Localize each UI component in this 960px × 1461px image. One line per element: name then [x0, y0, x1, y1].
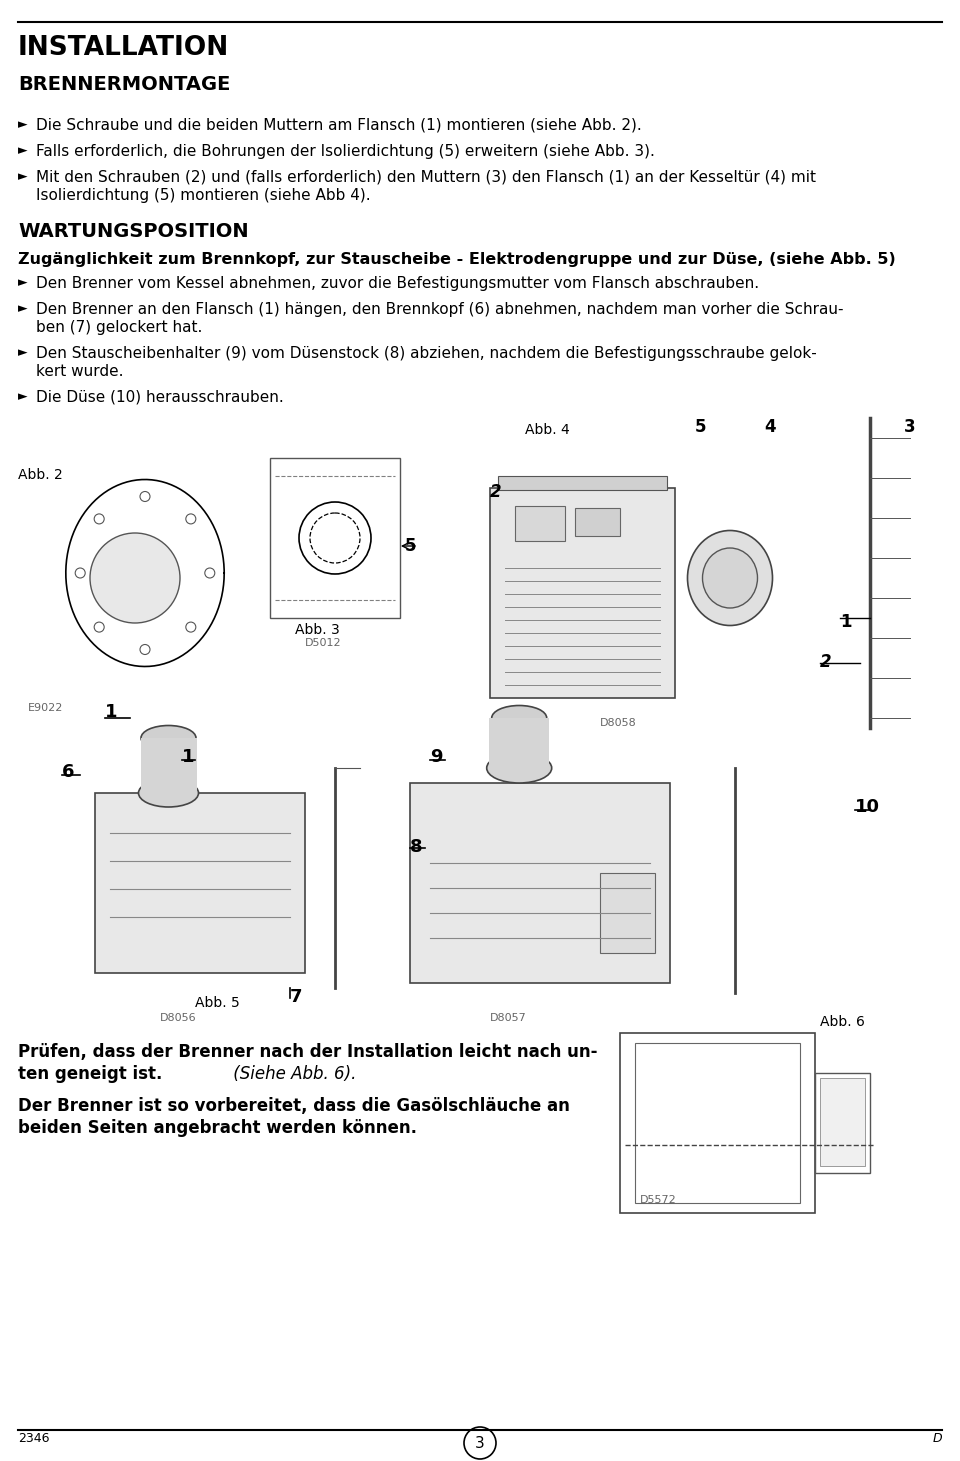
Bar: [600, 874, 655, 953]
Ellipse shape: [186, 514, 196, 524]
Text: Zugänglichkeit zum Brennkopf, zur Stauscheibe - Elektrodengruppe und zur Düse, (: Zugänglichkeit zum Brennkopf, zur Stausc…: [18, 251, 896, 267]
Ellipse shape: [141, 726, 196, 751]
Text: 4: 4: [764, 418, 776, 435]
Text: D8058: D8058: [600, 717, 636, 728]
Text: D5012: D5012: [305, 638, 342, 649]
Ellipse shape: [140, 491, 150, 501]
Text: D8056: D8056: [160, 1012, 197, 1023]
Bar: [620, 1033, 815, 1213]
Text: ►: ►: [18, 145, 28, 156]
Text: Den Brenner an den Flansch (1) hängen, den Brennkopf (6) abnehmen, nachdem man v: Den Brenner an den Flansch (1) hängen, d…: [36, 302, 844, 317]
Text: 2346: 2346: [18, 1432, 50, 1445]
Bar: [635, 1043, 800, 1202]
Text: 1: 1: [182, 748, 195, 766]
Text: ►: ►: [18, 118, 28, 131]
Text: ►: ►: [18, 346, 28, 359]
Bar: [490, 717, 549, 768]
Text: Den Stauscheibenhalter (9) vom Düsenstock (8) abziehen, nachdem die Befestigungs: Den Stauscheibenhalter (9) vom Düsenstoc…: [36, 346, 817, 361]
Text: beiden Seiten angebracht werden können.: beiden Seiten angebracht werden können.: [18, 1119, 417, 1137]
Text: Abb. 5: Abb. 5: [195, 996, 240, 1010]
Text: 1: 1: [840, 614, 852, 631]
Bar: [515, 506, 565, 541]
Ellipse shape: [299, 503, 371, 574]
Text: 1: 1: [105, 703, 117, 720]
Text: Mit den Schrauben (2) und (falls erforderlich) den Muttern (3) den Flansch (1) a: Mit den Schrauben (2) und (falls erforde…: [36, 169, 816, 186]
Ellipse shape: [703, 548, 757, 608]
Ellipse shape: [75, 568, 85, 579]
Text: 5: 5: [405, 538, 417, 555]
Bar: [270, 457, 400, 618]
Text: D5572: D5572: [640, 1195, 677, 1205]
Text: ten geneigt ist.: ten geneigt ist.: [18, 1065, 162, 1083]
Text: 2: 2: [490, 484, 502, 501]
Text: WARTUNGSPOSITION: WARTUNGSPOSITION: [18, 222, 249, 241]
Text: 6: 6: [62, 763, 75, 782]
Text: E9022: E9022: [28, 703, 63, 713]
Bar: [95, 793, 305, 973]
Text: Abb. 4: Abb. 4: [525, 424, 569, 437]
Ellipse shape: [186, 622, 196, 633]
Text: 8: 8: [410, 839, 422, 856]
Text: ben (7) gelockert hat.: ben (7) gelockert hat.: [36, 320, 203, 335]
Text: 2: 2: [820, 653, 831, 671]
Bar: [140, 738, 197, 793]
Text: Der Brenner ist so vorbereitet, dass die Gasölschläuche an: Der Brenner ist so vorbereitet, dass die…: [18, 1097, 570, 1115]
Bar: [490, 488, 675, 698]
Text: ►: ►: [18, 390, 28, 403]
Text: Prüfen, dass der Brenner nach der Installation leicht nach un-: Prüfen, dass der Brenner nach der Instal…: [18, 1043, 597, 1061]
Circle shape: [464, 1427, 496, 1460]
Text: ►: ►: [18, 169, 28, 183]
Text: Die Düse (10) herausschrauben.: Die Düse (10) herausschrauben.: [36, 390, 284, 405]
Ellipse shape: [140, 644, 150, 655]
Text: 9: 9: [430, 748, 443, 766]
Text: 3: 3: [475, 1436, 485, 1451]
Ellipse shape: [138, 779, 199, 806]
Text: Isolierdichtung (5) montieren (siehe Abb 4).: Isolierdichtung (5) montieren (siehe Abb…: [36, 188, 371, 203]
Text: 10: 10: [855, 798, 880, 817]
Text: D: D: [932, 1432, 942, 1445]
Ellipse shape: [204, 568, 215, 579]
Bar: [498, 476, 667, 489]
Text: 5: 5: [694, 418, 706, 435]
Text: Den Brenner vom Kessel abnehmen, zuvor die Befestigungsmutter vom Flansch abschr: Den Brenner vom Kessel abnehmen, zuvor d…: [36, 276, 759, 291]
Text: Abb. 3: Abb. 3: [295, 622, 340, 637]
Ellipse shape: [90, 533, 180, 622]
Text: D8057: D8057: [490, 1012, 527, 1023]
Text: Die Schraube und die beiden Muttern am Flansch (1) montieren (siehe Abb. 2).: Die Schraube und die beiden Muttern am F…: [36, 118, 641, 133]
Ellipse shape: [687, 530, 773, 625]
Text: Abb. 6: Abb. 6: [820, 1015, 865, 1029]
Text: (Siehe Abb. 6).: (Siehe Abb. 6).: [228, 1065, 356, 1083]
Ellipse shape: [492, 706, 546, 730]
Text: INSTALLATION: INSTALLATION: [18, 35, 229, 61]
Ellipse shape: [94, 514, 105, 524]
Text: Falls erforderlich, die Bohrungen der Isolierdichtung (5) erweitern (siehe Abb. : Falls erforderlich, die Bohrungen der Is…: [36, 145, 655, 159]
Bar: [410, 783, 670, 983]
Ellipse shape: [94, 622, 105, 633]
Text: 3: 3: [904, 418, 916, 435]
Text: 7: 7: [290, 988, 302, 1007]
Text: BRENNERMONTAGE: BRENNERMONTAGE: [18, 75, 230, 94]
Text: kert wurde.: kert wurde.: [36, 364, 124, 378]
Text: Abb. 2: Abb. 2: [18, 468, 62, 482]
Text: ►: ►: [18, 302, 28, 316]
Bar: [575, 508, 620, 536]
Bar: [815, 1072, 870, 1173]
Ellipse shape: [310, 513, 360, 562]
Bar: [820, 1078, 865, 1166]
Ellipse shape: [487, 752, 552, 783]
Text: ►: ►: [18, 276, 28, 289]
